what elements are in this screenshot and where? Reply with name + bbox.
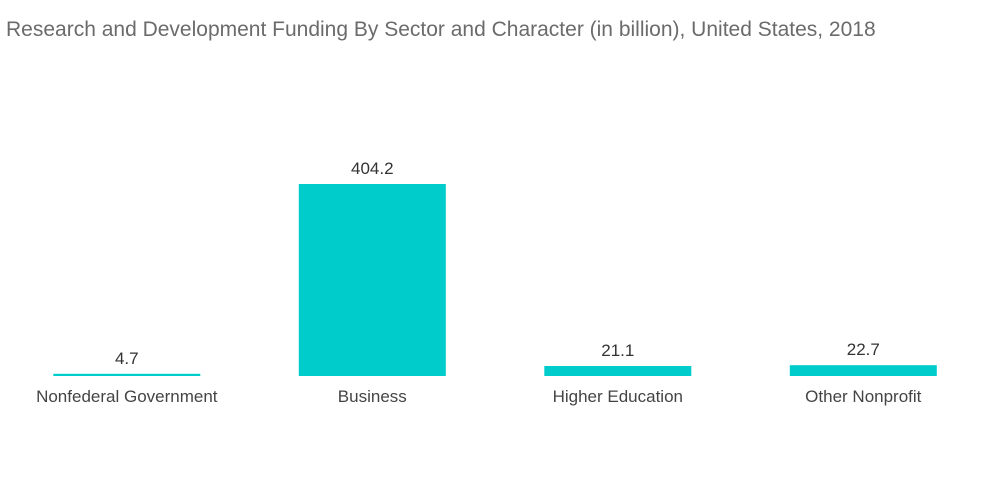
chart-title: Research and Development Funding By Sect… <box>6 18 876 41</box>
category-label: Higher Education <box>553 387 683 406</box>
value-label: 4.7 <box>115 349 139 368</box>
value-label: 22.7 <box>847 340 880 359</box>
category-label: Business <box>338 387 407 406</box>
bar-higher-education <box>544 366 692 376</box>
bar-business <box>298 184 446 376</box>
category-labels-group: Nonfederal Government Business Higher Educ… <box>36 387 922 406</box>
bars-group <box>53 184 937 376</box>
bar-other-nonprofit <box>789 365 937 376</box>
value-labels-group: 4.7 404.2 21.1 22.7 <box>115 159 880 368</box>
value-label: 21.1 <box>601 341 634 360</box>
category-label: Nonfederal Government <box>36 387 218 406</box>
category-label: Other Nonprofit <box>805 387 921 406</box>
bar-nonfederal-government <box>53 373 201 376</box>
value-label: 404.2 <box>351 159 394 178</box>
